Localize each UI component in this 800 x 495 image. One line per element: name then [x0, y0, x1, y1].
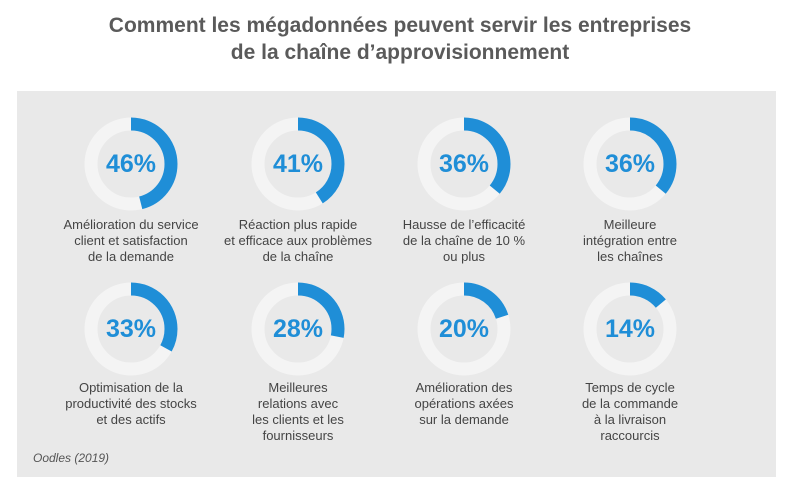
donut-chart: 46% [79, 112, 183, 216]
donut-svg [84, 282, 178, 376]
stat-description-line: les clients et les [252, 412, 344, 427]
stat-description-line: de la chaîne [262, 249, 334, 264]
stat-description-line: client et satisfaction [74, 233, 188, 248]
percentage-label: 36% [604, 150, 656, 178]
stat-description: Optimisation de la productivité des stock… [36, 380, 226, 428]
donut-value-arc [417, 282, 511, 376]
donut-chart: 41% [246, 112, 350, 216]
stat-description-line: Optimisation de la [78, 380, 184, 395]
stat-description-line: Meilleures [268, 380, 328, 395]
percentage-label: 20% [438, 315, 490, 343]
stat-description-line: et des actifs [96, 412, 166, 427]
donut-svg [251, 282, 345, 376]
donut-value-arc [583, 282, 677, 376]
stat-description-line: productivité des stocks [65, 396, 197, 411]
stat-description: Meilleure intégration entre les chaînes [535, 217, 725, 265]
donut-value-arc [251, 117, 345, 211]
stat-description-line: intégration entre [583, 233, 677, 248]
stat-description: Amélioration du service client et satisfa… [36, 217, 226, 265]
donut-value-arc [417, 117, 511, 211]
stat-description: Amélioration des opérations axées sur la d… [369, 380, 559, 428]
stat-description-line: opérations axées [414, 396, 514, 411]
donut-svg [251, 117, 345, 211]
donut-svg [84, 117, 178, 211]
stat-description: Temps de cycle de la commande à la livrais… [535, 380, 725, 444]
chart-title: Comment les mégadonnées peuvent servir l… [0, 12, 800, 66]
donut-chart: 14% [578, 277, 682, 381]
donut-chart: 33% [79, 277, 183, 381]
stat-description-line: Réaction plus rapide [238, 217, 358, 232]
donut-svg [417, 117, 511, 211]
donut-svg [583, 117, 677, 211]
chart-panel [17, 91, 776, 477]
donut-value-arc [84, 117, 178, 211]
stat-description-line: ou plus [443, 249, 485, 264]
stat-description-line: à la livraison [593, 412, 667, 427]
donut-svg [417, 282, 511, 376]
stat-description-line: de la commande [581, 396, 679, 411]
stat-description-line: Hausse de l’efficacité [402, 217, 526, 232]
stat-description-line: les chaînes [597, 249, 663, 264]
donut-value-arc [583, 117, 677, 211]
stat-description-line: fournisseurs [262, 428, 334, 443]
donut-chart: 36% [578, 112, 682, 216]
stat-description-line: sur la demande [419, 412, 509, 427]
percentage-label: 33% [105, 315, 157, 343]
donut-value-arc [84, 282, 178, 376]
stat-description-line: relations avec [257, 396, 339, 411]
stat-description: Réaction plus rapide et efficace aux prob… [203, 217, 393, 265]
percentage-label: 46% [105, 150, 157, 178]
percentage-label: 14% [604, 315, 656, 343]
stat-description-line: de la demande [87, 249, 174, 264]
stat-description-line: Temps de cycle [585, 380, 675, 395]
source-credit: Oodles (2019) [33, 451, 110, 465]
donut-chart: 20% [412, 277, 516, 381]
stat-description: Hausse de l’efficacité de la chaîne de 10… [369, 217, 559, 265]
chart-title-line-1: Comment les mégadonnées peuvent servir l… [108, 14, 692, 37]
stat-description-line: de la chaîne de 10 % [402, 233, 526, 248]
stat-description-line: Amélioration des [415, 380, 513, 395]
percentage-label: 36% [438, 150, 490, 178]
donut-chart: 28% [246, 277, 350, 381]
stat-description-line: et efficace aux problèmes [224, 233, 372, 248]
donut-chart: 36% [412, 112, 516, 216]
percentage-label: 28% [272, 315, 324, 343]
stat-description-line: raccourcis [600, 428, 660, 443]
stat-description-line: Meilleure [603, 217, 657, 232]
stat-description: Meilleures relations avec les clients et l… [203, 380, 393, 444]
percentage-label: 41% [272, 150, 324, 178]
stat-description-line: Amélioration du service [63, 217, 199, 232]
chart-title-line-2: de la chaîne d’approvisionnement [230, 41, 570, 64]
donut-svg [583, 282, 677, 376]
donut-value-arc [251, 282, 345, 376]
